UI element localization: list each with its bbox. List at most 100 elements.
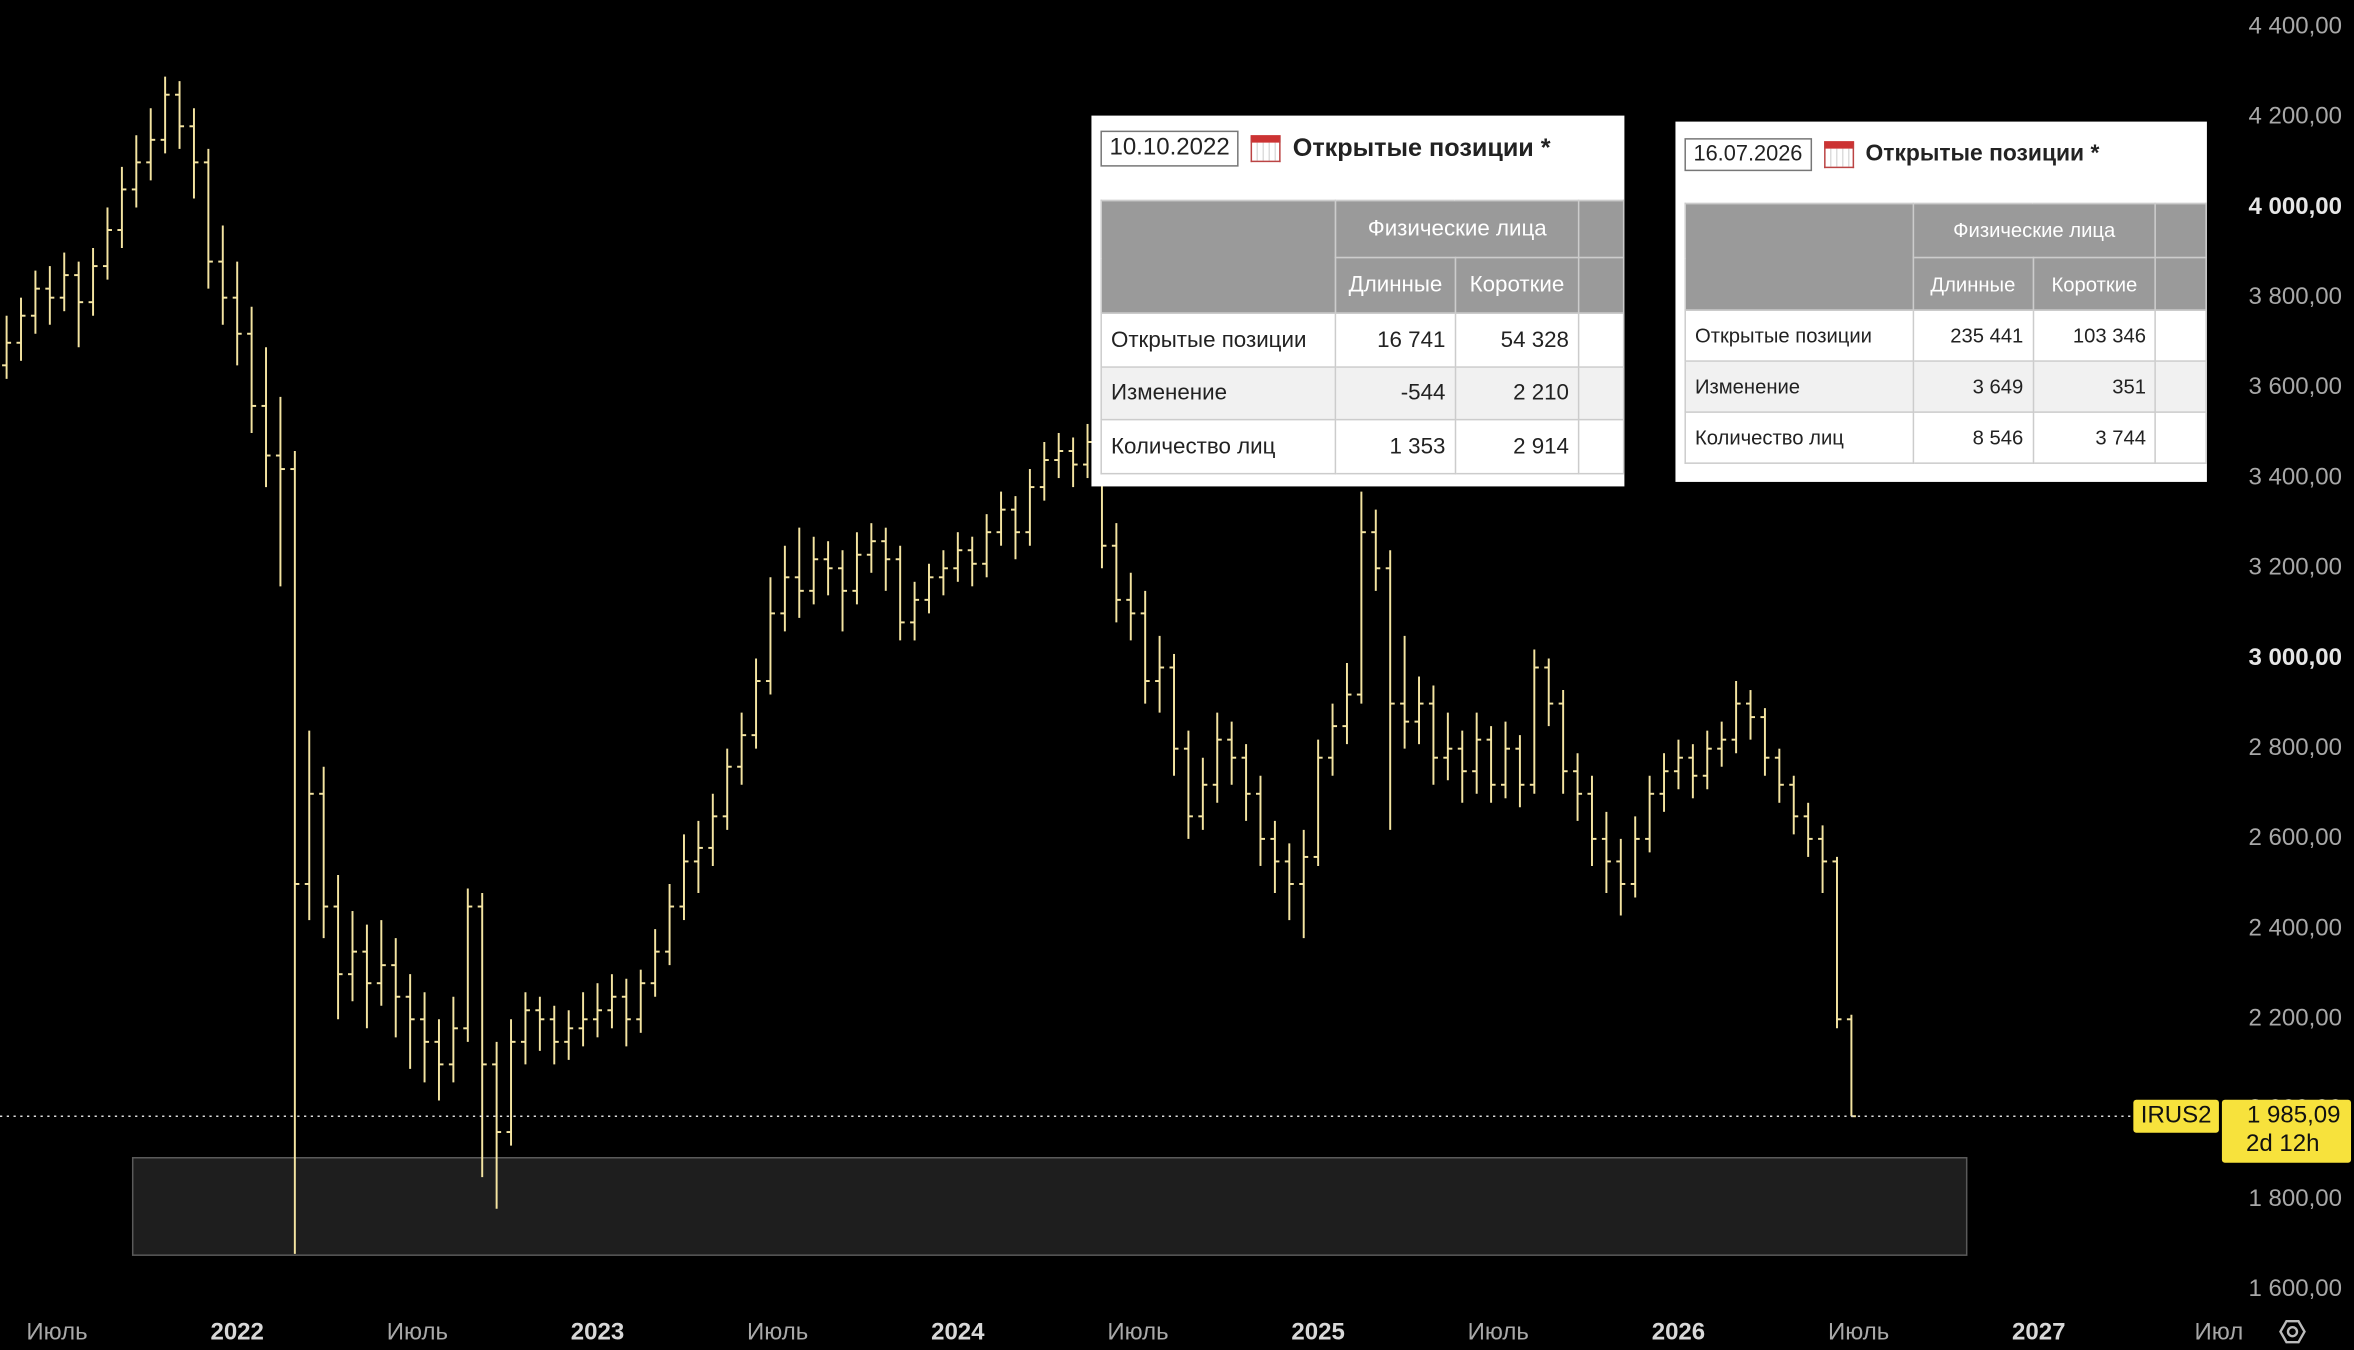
cell-clipped	[1577, 366, 1625, 421]
ohlc-bar	[131, 135, 141, 208]
header-clipped	[1577, 256, 1625, 314]
y-tick-label: 4 200,00	[2249, 103, 2342, 130]
header-blank	[1684, 202, 1914, 311]
row-label: Количество лиц	[1684, 411, 1914, 464]
ohlc-bar	[1544, 658, 1554, 727]
cell-value: -544	[1334, 366, 1456, 421]
ohlc-bar	[751, 658, 761, 749]
ohlc-bar	[708, 793, 718, 866]
ohlc-bar	[1472, 712, 1482, 794]
ohlc-bar	[304, 730, 314, 921]
ohlc-bar	[175, 81, 185, 149]
cell-value: 54 328	[1454, 312, 1580, 368]
header-clipped	[2155, 256, 2207, 311]
table-row: Количество лиц 8 546 3 744	[1684, 411, 2207, 464]
ohlc-bar	[45, 266, 55, 325]
cell-value: 2 914	[1454, 418, 1580, 475]
ohlc-bar	[1774, 748, 1784, 803]
y-tick-label: 3 600,00	[2249, 373, 2342, 400]
ohlc-bar	[59, 252, 69, 312]
ohlc-bar	[1803, 802, 1813, 857]
ohlc-bar	[1659, 753, 1669, 812]
ohlc-bar	[1111, 523, 1121, 623]
ticker-badge	[2133, 1099, 2219, 1133]
header-row: Физические лица	[1100, 199, 1625, 314]
ohlc-bar	[203, 148, 213, 289]
ohlc-bar	[823, 541, 833, 596]
calendar-icon[interactable]	[1250, 134, 1281, 162]
ohlc-bar	[376, 920, 386, 1006]
ohlc-bar	[679, 834, 689, 921]
ohlc-bar	[2, 315, 12, 379]
date-input[interactable]: 10.10.2022	[1100, 129, 1239, 166]
ohlc-bar	[1284, 843, 1294, 921]
ohlc-bar	[74, 261, 84, 348]
x-tick-label: Июль	[1107, 1318, 1168, 1345]
ohlc-bar	[765, 577, 775, 695]
row-label: Изменение	[1100, 366, 1337, 421]
x-tick-label: 2023	[571, 1318, 624, 1345]
ohlc-bar	[1616, 838, 1626, 916]
ohlc-bar	[1183, 730, 1193, 839]
y-tick-label: 4 400,00	[2249, 12, 2342, 39]
ohlc-bar	[1414, 676, 1424, 745]
ohlc-bar	[1068, 437, 1078, 488]
ohlc-bar	[1717, 721, 1727, 767]
cell-value: 2 210	[1454, 366, 1580, 421]
column-header: Короткие	[1454, 256, 1580, 314]
ohlc-bar	[910, 581, 920, 641]
y-tick-label: 2 200,00	[2249, 1005, 2342, 1032]
ohlc-bar	[434, 1019, 444, 1101]
ohlc-bar	[261, 347, 271, 488]
column-header: Длинные	[1334, 256, 1456, 314]
y-tick-label: 1 600,00	[2249, 1275, 2342, 1302]
ohlc-bar	[1155, 635, 1165, 713]
calendar-icon[interactable]	[1823, 140, 1854, 168]
ohlc-bar	[333, 874, 343, 1020]
ohlc-bar	[1083, 423, 1093, 479]
table-row: Открытые позиции 235 441 103 346	[1684, 309, 2207, 362]
ohlc-bar	[982, 514, 992, 578]
ohlc-bar	[1760, 708, 1770, 776]
ohlc-bar	[189, 108, 199, 199]
ohlc-bar	[275, 396, 285, 587]
ohlc-bar	[520, 992, 530, 1065]
ohlc-bar	[737, 712, 747, 785]
table-row: Изменение -544 2 210	[1100, 366, 1625, 421]
timer-label: 2d 12h	[2246, 1130, 2319, 1157]
ohlc-bar	[1443, 712, 1453, 781]
ohlc-bar	[420, 992, 430, 1083]
panel-title: Открытые позиции *	[1865, 141, 2100, 167]
ohlc-bar	[1270, 820, 1280, 894]
ohlc-bar	[549, 1005, 559, 1065]
cell-value: 3 744	[2032, 411, 2157, 464]
settings-icon[interactable]	[2279, 1319, 2306, 1344]
cell-value: 8 546	[1911, 411, 2034, 464]
ohlc-bar	[30, 270, 40, 334]
y-tick-label: 2 400,00	[2249, 914, 2342, 941]
ohlc-bar	[866, 523, 876, 573]
ohlc-bar	[1299, 829, 1309, 939]
ohlc-bar	[1832, 856, 1842, 1029]
ohlc-bar	[564, 1010, 574, 1060]
ohlc-bar	[895, 545, 905, 641]
header-clipped	[1577, 199, 1625, 259]
ohlc-bar	[621, 978, 631, 1047]
y-tick-label: 3 200,00	[2249, 554, 2342, 581]
ohlc-bar	[1400, 635, 1410, 749]
x-tick-label: 2022	[210, 1318, 263, 1345]
cell-value: 351	[2032, 360, 2157, 413]
cell-clipped	[2155, 309, 2207, 362]
ohlc-bar	[535, 996, 545, 1051]
ohlc-bar	[838, 550, 848, 632]
date-input[interactable]: 16.07.2026	[1684, 137, 1812, 171]
ohlc-bar	[1746, 690, 1756, 740]
x-tick-label: 2024	[931, 1318, 985, 1345]
cell-clipped	[2155, 411, 2207, 464]
panel-header: 16.07.2026 Открытые позиции *	[1675, 122, 2206, 173]
ohlc-bar	[146, 108, 156, 181]
y-tick-label: 3 400,00	[2249, 463, 2342, 490]
header-row: Длинные Короткие	[1101, 256, 1625, 314]
